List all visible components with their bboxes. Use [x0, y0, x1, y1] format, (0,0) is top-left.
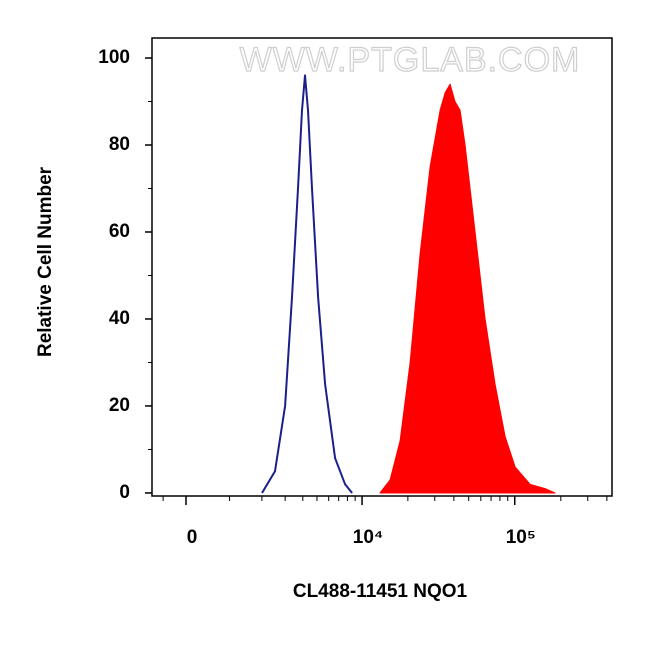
x-axis-label: CL488-11451 NQO1	[293, 581, 468, 602]
y-tick-label: 20	[109, 395, 130, 416]
y-axis-label: Relative Cell Number	[35, 166, 56, 357]
watermark: WWW.PTGLAB.COM	[240, 41, 581, 79]
x-tick-label: 0	[187, 527, 198, 548]
x-tick-label: 10⁴	[353, 527, 384, 548]
y-tick-label: 0	[119, 482, 130, 503]
filled-histogram	[379, 83, 556, 494]
x-tick-label: 10⁵	[506, 527, 536, 548]
y-tick-label: 80	[109, 134, 130, 155]
y-tick-label: 40	[109, 308, 130, 329]
y-tick-label: 100	[98, 47, 130, 68]
histogram-outline	[261, 74, 353, 494]
y-tick-label: 60	[109, 221, 130, 242]
plot-frame	[151, 37, 613, 497]
